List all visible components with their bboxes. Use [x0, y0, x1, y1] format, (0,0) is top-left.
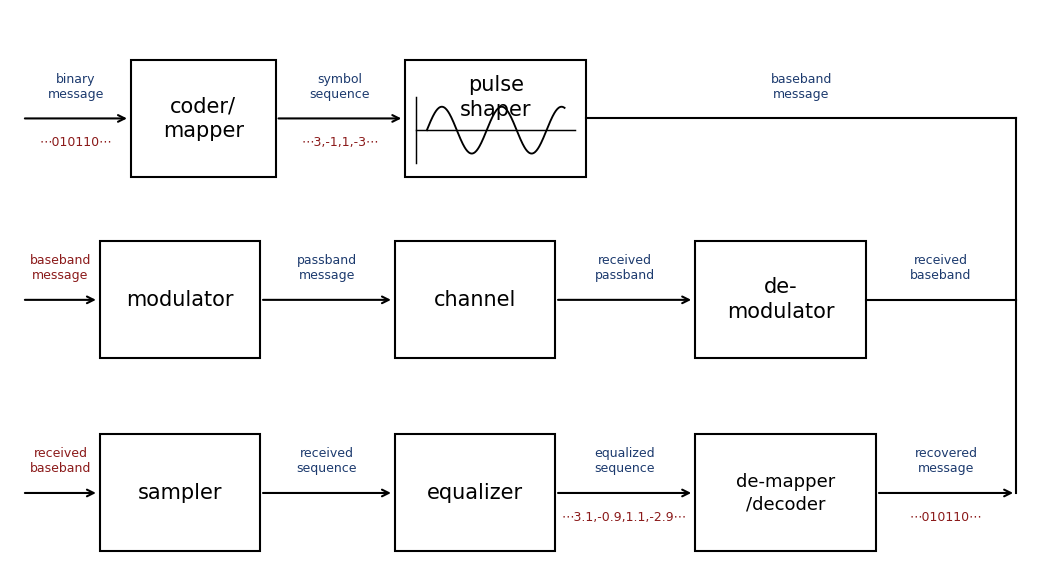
Text: baseband
message: baseband message	[770, 73, 831, 101]
Text: baseband
message: baseband message	[30, 254, 91, 282]
Bar	[100, 241, 261, 358]
Text: equalizer: equalizer	[427, 483, 523, 503]
Text: ⋯3,-1,1,-3⋯: ⋯3,-1,1,-3⋯	[301, 136, 379, 149]
Text: symbol
sequence: symbol sequence	[309, 73, 371, 101]
Text: binary
message: binary message	[48, 73, 104, 101]
Text: received
passband: received passband	[595, 254, 655, 282]
Bar	[394, 435, 555, 552]
Text: equalized
sequence: equalized sequence	[595, 447, 655, 476]
Text: channel: channel	[434, 290, 516, 310]
Bar	[695, 241, 866, 358]
Text: received
baseband: received baseband	[30, 447, 91, 476]
Text: ⋯3.1,-0.9,1.1,-2.9⋯: ⋯3.1,-0.9,1.1,-2.9⋯	[562, 510, 687, 523]
Text: de-
modulator: de- modulator	[727, 278, 835, 322]
Text: passband
message: passband message	[297, 254, 357, 282]
Text: coder/
mapper: coder/ mapper	[163, 96, 244, 141]
Text: received
baseband: received baseband	[910, 254, 972, 282]
Text: ⋯010110⋯: ⋯010110⋯	[39, 136, 112, 149]
Text: pulse
shaper: pulse shaper	[460, 75, 531, 120]
Text: modulator: modulator	[127, 290, 234, 310]
Bar	[100, 435, 261, 552]
Bar	[131, 60, 276, 177]
Text: de-mapper
/decoder: de-mapper /decoder	[736, 473, 836, 513]
Text: sampler: sampler	[138, 483, 222, 503]
Text: recovered
message: recovered message	[914, 447, 978, 476]
Text: received
sequence: received sequence	[297, 447, 357, 476]
Bar	[394, 241, 555, 358]
Bar	[405, 60, 586, 177]
Bar	[695, 435, 876, 552]
Text: ⋯010110⋯: ⋯010110⋯	[909, 510, 982, 523]
